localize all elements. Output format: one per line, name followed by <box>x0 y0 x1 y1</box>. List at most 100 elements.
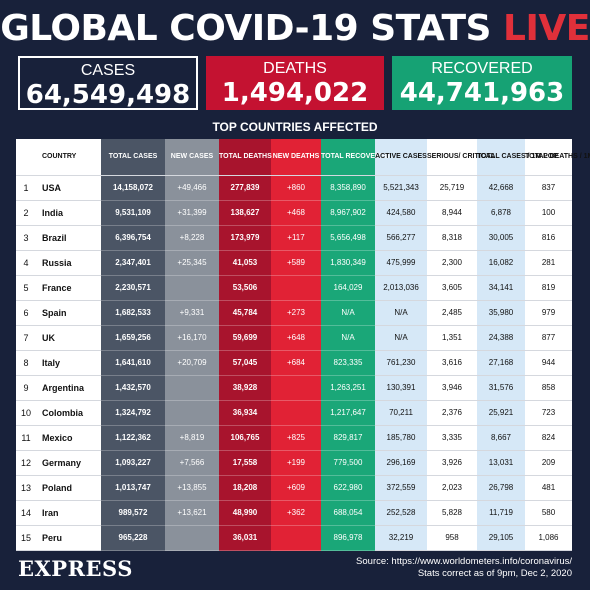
total-cases-cell: 14,158,072 <box>101 175 165 201</box>
cases-per-million-cell: 16,082 <box>477 250 525 276</box>
source-text: Source: https://www.worldometers.info/co… <box>356 556 572 567</box>
total-recovered-cell: 1,217,647 <box>321 400 375 426</box>
cases-per-million-cell: 6,878 <box>477 200 525 226</box>
total-deaths-cell: 17,558 <box>219 450 271 476</box>
country-cell: Germany <box>36 450 101 476</box>
column-header: TOTAL DEATHS <box>219 139 272 176</box>
total-cases-cell: 965,228 <box>101 525 165 552</box>
active-cases-cell: N/A <box>375 300 427 326</box>
new-deaths-cell: +589 <box>271 250 321 276</box>
total-cases-cell: 1,324,792 <box>101 400 165 426</box>
stats-date: Stats correct as of 9pm, Dec 2, 2020 <box>417 568 572 579</box>
country-cell: Italy <box>36 350 101 376</box>
active-cases-cell: 424,580 <box>375 200 427 226</box>
total-cases-box: CASES 64,549,498 <box>18 56 198 110</box>
serious-critical-cell: 2,023 <box>427 475 477 501</box>
serious-critical-cell: 2,300 <box>427 250 477 276</box>
active-cases-cell: 2,013,036 <box>375 275 427 301</box>
total-cases-cell: 1,641,610 <box>101 350 165 376</box>
live-label: LIVE <box>503 8 590 49</box>
country-cell: Poland <box>36 475 101 501</box>
total-recovered-cell: 8,967,902 <box>321 200 375 226</box>
cases-per-million-cell: 30,005 <box>477 225 525 251</box>
total-cases-label: CASES <box>80 62 136 79</box>
rank-cell: 2 <box>16 200 36 226</box>
serious-critical-cell: 1,351 <box>427 325 477 351</box>
deaths-per-million-cell: 944 <box>525 350 572 376</box>
rank-cell: 15 <box>16 525 36 552</box>
cases-per-million-cell: 11,719 <box>477 500 525 526</box>
table-row: 6 Spain 1,682,533 +9,331 45,784 +273 N/A N/A 2,4… <box>16 300 572 326</box>
active-cases-cell: 761,230 <box>375 350 427 376</box>
total-recovered-cell: 5,656,498 <box>321 225 375 251</box>
deaths-per-million-cell: 281 <box>525 250 572 276</box>
rank-cell: 4 <box>16 250 36 276</box>
express-logo: EXPRESS <box>18 556 133 581</box>
column-header: TOTAL CASES / 1M POP. <box>477 139 559 176</box>
table-row: 7 UK 1,659,256 +16,170 59,699 +648 N/A N/A 1,351… <box>16 325 572 351</box>
total-deaths-cell: 106,765 <box>219 425 271 451</box>
deaths-per-million-cell: 979 <box>525 300 572 326</box>
column-header: SERIOUS/ CRITICAL <box>427 139 495 176</box>
table-row: 10 Colombia 1,324,792 36,934 1,217,647 70,211… <box>16 400 572 426</box>
total-deaths-cell: 18,208 <box>219 475 271 501</box>
rank-cell: 6 <box>16 300 36 326</box>
deaths-per-million-cell: 1,086 <box>525 525 572 552</box>
country-cell: UK <box>36 325 101 351</box>
total-recovered-cell: 1,263,251 <box>321 375 375 401</box>
country-cell: Iran <box>36 500 101 526</box>
new-cases-cell <box>165 375 219 401</box>
new-deaths-cell: +648 <box>271 325 321 351</box>
cases-per-million-cell: 8,667 <box>477 425 525 451</box>
table-row: 12 Germany 1,093,227 +7,566 17,558 +199 779,50… <box>16 450 572 476</box>
total-cases-cell: 2,230,571 <box>101 275 165 301</box>
total-cases-cell: 1,093,227 <box>101 450 165 476</box>
table-row: 11 Mexico 1,122,362 +8,819 106,765 +825 829,81… <box>16 425 572 451</box>
total-recovered-cell: 622,980 <box>321 475 375 501</box>
total-recovered-label: RECOVERED <box>431 60 533 77</box>
column-header: NEW DEATHS <box>271 139 321 176</box>
new-cases-cell: +9,331 <box>165 300 219 326</box>
new-deaths-cell: +860 <box>271 175 321 201</box>
new-deaths-cell: +684 <box>271 350 321 376</box>
total-deaths-label: DEATHS <box>263 60 327 77</box>
cases-per-million-cell: 42,668 <box>477 175 525 201</box>
serious-critical-cell: 3,616 <box>427 350 477 376</box>
cases-per-million-cell: 13,031 <box>477 450 525 476</box>
rank-cell: 5 <box>16 275 36 301</box>
rank-cell: 7 <box>16 325 36 351</box>
new-cases-cell <box>165 275 219 301</box>
new-cases-cell: +8,228 <box>165 225 219 251</box>
cases-per-million-cell: 24,388 <box>477 325 525 351</box>
total-recovered-cell: 1,830,349 <box>321 250 375 276</box>
rank-cell: 12 <box>16 450 36 476</box>
serious-critical-cell: 8,318 <box>427 225 477 251</box>
total-recovered-cell: 896,978 <box>321 525 375 552</box>
serious-critical-cell: 2,485 <box>427 300 477 326</box>
total-cases-cell: 1,682,533 <box>101 300 165 326</box>
new-cases-cell <box>165 400 219 426</box>
total-deaths-cell: 173,979 <box>219 225 271 251</box>
deaths-per-million-cell: 837 <box>525 175 572 201</box>
total-deaths-cell: 53,506 <box>219 275 271 301</box>
deaths-per-million-cell: 580 <box>525 500 572 526</box>
deaths-per-million-cell: 816 <box>525 225 572 251</box>
serious-critical-cell: 3,605 <box>427 275 477 301</box>
table-row: 1 USA 14,158,072 +49,466 277,839 +860 8,358,89… <box>16 175 572 201</box>
serious-critical-cell: 3,926 <box>427 450 477 476</box>
deaths-per-million-cell: 723 <box>525 400 572 426</box>
column-header: COUNTRY <box>36 139 101 176</box>
serious-critical-cell: 3,946 <box>427 375 477 401</box>
active-cases-cell: 296,169 <box>375 450 427 476</box>
new-cases-cell: +7,566 <box>165 450 219 476</box>
total-recovered-value: 44,741,963 <box>399 78 565 108</box>
active-cases-cell: 5,521,343 <box>375 175 427 201</box>
serious-critical-cell: 25,719 <box>427 175 477 201</box>
active-cases-cell: 252,528 <box>375 500 427 526</box>
deaths-per-million-cell: 858 <box>525 375 572 401</box>
total-deaths-cell: 36,934 <box>219 400 271 426</box>
cases-per-million-cell: 27,168 <box>477 350 525 376</box>
new-cases-cell: +16,170 <box>165 325 219 351</box>
rank-cell: 10 <box>16 400 36 426</box>
table-row: 3 Brazil 6,396,754 +8,228 173,979 +117 5,656,4… <box>16 225 572 251</box>
